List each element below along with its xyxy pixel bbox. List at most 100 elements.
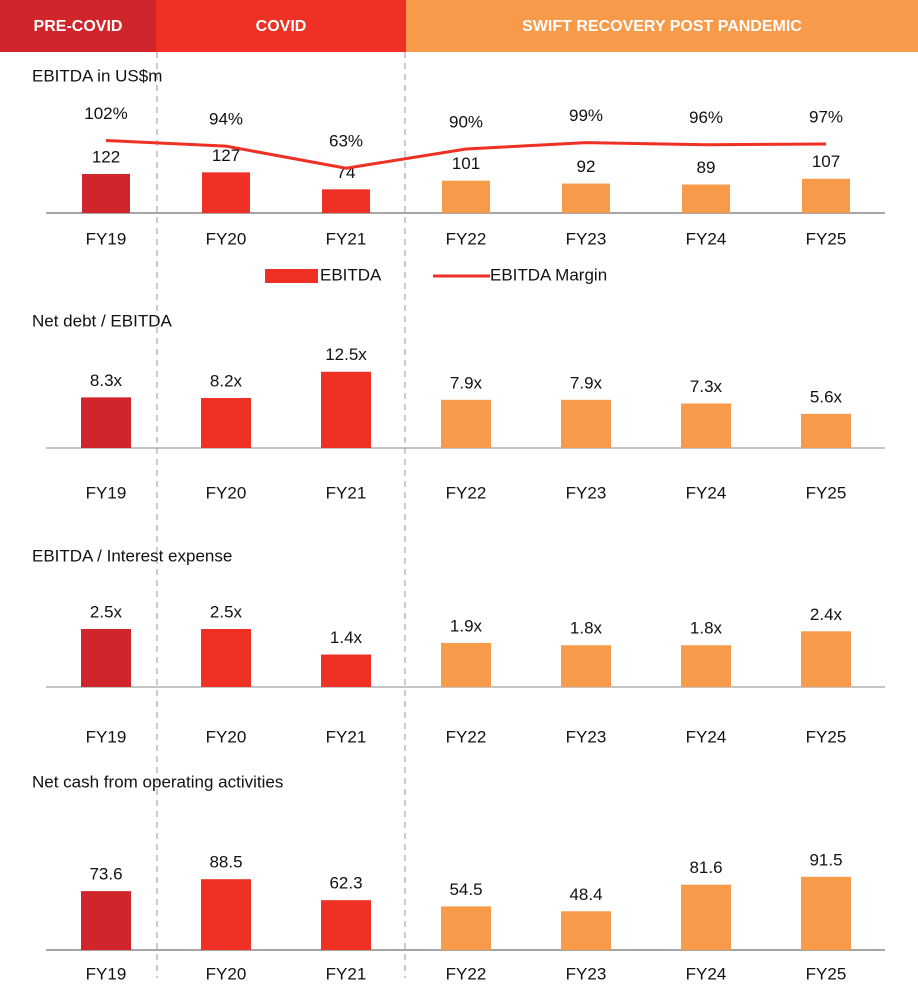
x-tick-label: FY24	[686, 483, 727, 502]
bar	[801, 876, 851, 950]
x-tick-label: FY21	[326, 727, 367, 746]
data-label: 1.8x	[570, 619, 603, 638]
bar	[441, 642, 491, 687]
x-tick-label: FY19	[86, 483, 127, 502]
x-tick-label: FY22	[446, 727, 487, 746]
bar	[202, 172, 250, 213]
bar	[681, 884, 731, 950]
bar	[201, 397, 251, 448]
legend-label: EBITDA Margin	[490, 265, 607, 284]
data-label: 91.5	[809, 850, 842, 869]
x-tick-label: FY22	[446, 964, 487, 983]
data-label: 101	[452, 154, 480, 173]
data-label: 1.8x	[690, 619, 723, 638]
bar	[681, 403, 731, 448]
bar	[201, 879, 251, 950]
x-tick-label: FY19	[86, 229, 127, 248]
data-label: 1.4x	[330, 628, 363, 647]
x-tick-label: FY21	[326, 229, 367, 248]
data-label: 89	[697, 158, 716, 177]
bar	[442, 180, 490, 213]
data-label: 7.9x	[570, 373, 603, 392]
data-label: 94%	[209, 110, 243, 129]
x-tick-label: FY21	[326, 483, 367, 502]
bar	[81, 629, 131, 687]
x-tick-label: FY20	[206, 229, 247, 248]
data-label: 127	[212, 146, 240, 165]
chart-title: EBITDA in US$m	[32, 66, 162, 85]
bar	[82, 173, 130, 213]
bar	[201, 629, 251, 687]
chart-title: Net debt / EBITDA	[32, 311, 172, 330]
period-label: COVID	[256, 18, 307, 35]
data-label: 2.5x	[90, 602, 123, 621]
data-label: 48.4	[569, 885, 602, 904]
x-tick-label: FY22	[446, 483, 487, 502]
period-label: PRE-COVID	[34, 18, 123, 35]
legend-swatch	[265, 269, 318, 283]
data-label: 97%	[809, 108, 843, 127]
x-tick-label: FY21	[326, 964, 367, 983]
data-label: 7.3x	[690, 377, 723, 396]
data-label: 8.3x	[90, 371, 123, 390]
bar	[561, 645, 611, 687]
band-covid	[156, 0, 406, 52]
bar	[801, 413, 851, 448]
x-tick-label: FY22	[446, 229, 487, 248]
bar	[802, 178, 850, 213]
bar	[801, 631, 851, 687]
x-tick-label: FY23	[566, 483, 607, 502]
x-tick-label: FY25	[806, 727, 847, 746]
x-tick-label: FY23	[566, 727, 607, 746]
data-label: 54.5	[449, 880, 482, 899]
x-tick-label: FY20	[206, 727, 247, 746]
period-label: SWIFT RECOVERY POST PANDEMIC	[522, 18, 802, 35]
bar	[81, 397, 131, 448]
data-label: 1.9x	[450, 616, 483, 635]
data-label: 63%	[329, 132, 363, 151]
data-label: 2.4x	[810, 605, 843, 624]
x-tick-label: FY23	[566, 964, 607, 983]
data-label: 12.5x	[325, 345, 367, 364]
data-label: 107	[812, 152, 840, 171]
x-tick-label: FY24	[686, 964, 727, 983]
band-pre-covid	[0, 0, 156, 52]
data-label: 88.5	[209, 853, 242, 872]
x-tick-label: FY25	[806, 229, 847, 248]
x-tick-label: FY23	[566, 229, 607, 248]
bar	[321, 654, 371, 687]
bar	[682, 184, 730, 213]
data-label: 7.9x	[450, 373, 483, 392]
x-tick-label: FY19	[86, 727, 127, 746]
x-tick-label: FY25	[806, 964, 847, 983]
x-tick-label: FY24	[686, 229, 727, 248]
bar	[321, 900, 371, 950]
x-tick-label: FY20	[206, 964, 247, 983]
x-tick-label: FY19	[86, 964, 127, 983]
data-label: 96%	[689, 108, 723, 127]
bar	[681, 645, 731, 687]
x-tick-label: FY24	[686, 727, 727, 746]
bar	[561, 911, 611, 950]
bar	[321, 371, 371, 448]
data-label: 81.6	[689, 858, 722, 877]
data-label: 8.2x	[210, 371, 243, 390]
data-label: 90%	[449, 112, 483, 131]
data-label: 2.5x	[210, 602, 243, 621]
bar	[562, 183, 610, 213]
chart-title: EBITDA / Interest expense	[32, 546, 232, 565]
data-label: 73.6	[89, 865, 122, 884]
bar	[441, 906, 491, 950]
line	[105, 138, 827, 170]
bar	[561, 399, 611, 448]
data-label: 92	[577, 157, 596, 176]
data-label: 122	[92, 147, 120, 166]
bar	[322, 189, 370, 213]
chart-title: Net cash from operating activities	[32, 772, 283, 791]
x-tick-label: FY20	[206, 483, 247, 502]
band-recovery	[406, 0, 918, 52]
data-label: 99%	[569, 106, 603, 125]
x-tick-label: FY25	[806, 483, 847, 502]
legend-label: EBITDA	[320, 265, 382, 284]
